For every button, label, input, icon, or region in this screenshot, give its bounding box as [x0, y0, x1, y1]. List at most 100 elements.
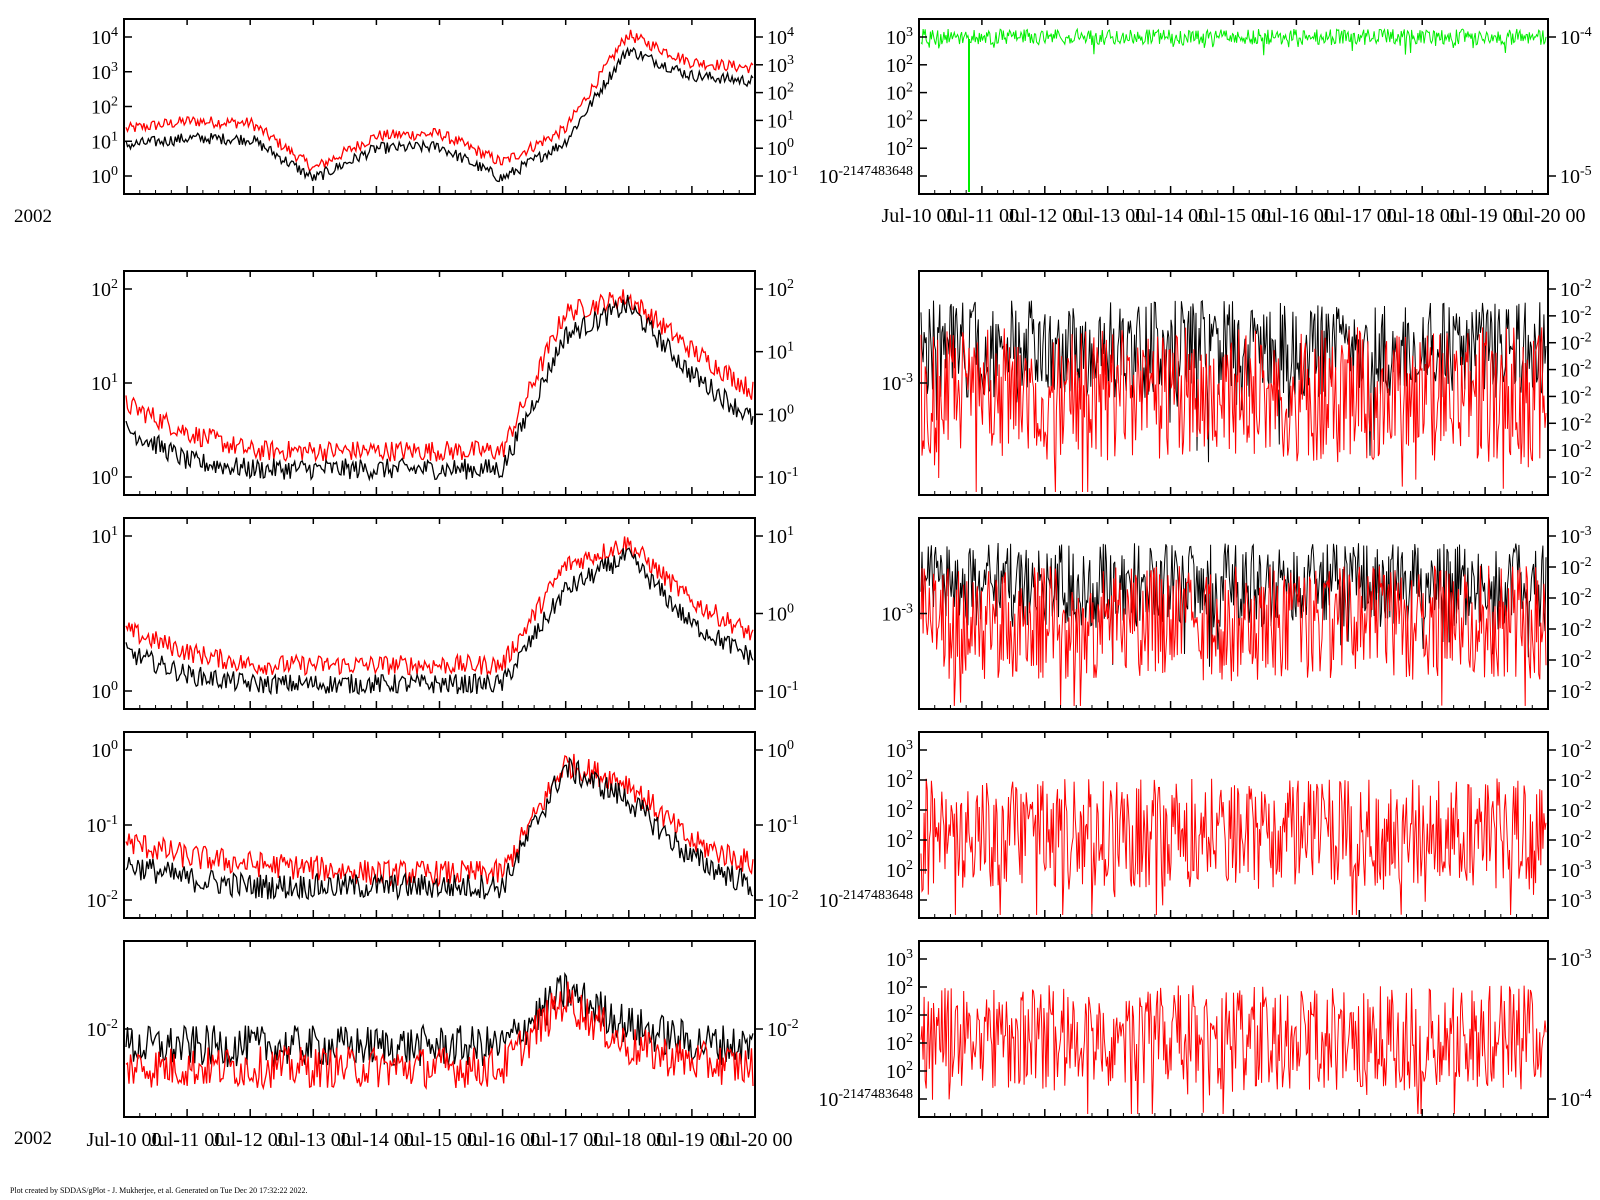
panel-left-3-ytick-label-left: 100: [91, 679, 118, 703]
panel-left-1-ytick-label-right: 100: [767, 136, 794, 160]
panel-right-5-ytick-label-left: 10-2147483648: [818, 1087, 913, 1111]
panel-left-1-frame: [123, 18, 756, 195]
panel-left-5-frame: [123, 940, 756, 1118]
x-tick-label-right: Jul-17 00: [1322, 205, 1397, 227]
footer-credit: Plot created by SDDAS/gPlot - J. Mukherj…: [10, 1186, 308, 1195]
panel-right-4-series-0: [920, 778, 1547, 916]
x-tick-label-left: Jul-11 00: [150, 1129, 224, 1151]
panel-left-4-series-1: [125, 756, 754, 901]
panel-left-4-ytick-label-left: 10-1: [86, 813, 118, 837]
panel-right-4-ytick-label-left: 102: [886, 828, 913, 852]
panel-right-4-ytick-label-right: 10-2: [1560, 768, 1592, 792]
x-tick-label-left: Jul-14 00: [339, 1129, 414, 1151]
panel-right-2-ytick-label-right: 10-2: [1560, 277, 1592, 301]
panel-left-4-ytick-label-right: 10-1: [767, 813, 799, 837]
panel-right-1-ytick-label-left: 102: [886, 53, 913, 77]
panel-left-3-series-1: [125, 547, 754, 696]
panel-right-2-ytick-label-right: 10-2: [1560, 411, 1592, 435]
panel-left-1-series-1: [125, 46, 754, 183]
panel-right-2-ytick-label-right: 10-2: [1560, 331, 1592, 355]
panel-left-1-ytick-label-right: 101: [767, 108, 794, 132]
panel-right-5-ytick-label-left: 102: [886, 1059, 913, 1083]
panel-right-1-ytick-label-left: 102: [886, 108, 913, 132]
panel-left-2-series-0: [125, 289, 754, 463]
panel-right-4-ytick-label-right: 10-2: [1560, 738, 1592, 762]
x-tick-label-left: Jul-20 00: [718, 1129, 793, 1151]
panel-right-2-ytick-label-right: 10-2: [1560, 304, 1592, 328]
panel-right-3-ytick-label-right: 10-3: [1560, 524, 1592, 548]
panel-left-2-ytick-label-right: 102: [767, 277, 794, 301]
x-tick-label-left: Jul-12 00: [213, 1129, 288, 1151]
panel-right-2-ytick-label-right: 10-2: [1560, 438, 1592, 462]
panel-right-2-ytick-label-left: 10-3: [881, 371, 913, 395]
panel-right-5-ytick-label-left: 103: [886, 947, 913, 971]
panel-left-2-ytick-label-left: 102: [91, 277, 118, 301]
x-tick-label-right: Jul-12 00: [1007, 205, 1082, 227]
panel-left-5-ytick-label-left: 10-2: [86, 1017, 118, 1041]
panel-right-2-ytick-label-right: 10-2: [1560, 384, 1592, 408]
panel-left-4-series-0: [125, 753, 754, 889]
panel-right-5-ytick-label-right: 10-3: [1560, 947, 1592, 971]
x-tick-label-right: Jul-13 00: [1070, 205, 1145, 227]
panel-right-3-ytick-label-right: 10-2: [1560, 617, 1592, 641]
panel-right-1-ytick-label-left: 10-2147483648: [818, 164, 913, 188]
year-label-top: 2002: [14, 206, 52, 227]
panel-right-5-ytick-label-left: 102: [886, 975, 913, 999]
x-tick-label-left: Jul-17 00: [528, 1129, 603, 1151]
panel-right-2-series-1: [920, 327, 1547, 493]
panel-left-2-ytick-label-right: 10-1: [767, 465, 799, 489]
panel-left-1-ytick-label-right: 10-1: [767, 164, 799, 188]
panel-left-2-series-1: [125, 294, 754, 482]
panel-right-4-ytick-label-left: 102: [886, 768, 913, 792]
x-tick-label-right: Jul-16 00: [1259, 205, 1334, 227]
panel-left-3-frame: [123, 517, 756, 710]
x-tick-label-left: Jul-10 00: [87, 1129, 162, 1151]
panel-left-1-ytick-label-left: 102: [91, 95, 118, 119]
panel-right-3-ytick-label-right: 10-2: [1560, 648, 1592, 672]
panel-left-1-ytick-label-left: 104: [91, 25, 118, 49]
panel-left-3-series-0: [125, 536, 754, 677]
panel-right-3-series-0: [920, 542, 1547, 667]
panel-left-1-ytick-label-right: 102: [767, 81, 794, 105]
x-tick-label-right: Jul-20 00: [1511, 205, 1586, 227]
panel-left-1-ytick-label-left: 100: [91, 164, 118, 188]
x-tick-label-left: Jul-18 00: [591, 1129, 666, 1151]
panel-right-4-ytick-label-left: 103: [886, 738, 913, 762]
x-tick-label-right: Jul-14 00: [1133, 205, 1208, 227]
panel-right-1-ytick-label-left: 102: [886, 81, 913, 105]
panel-left-5-series-1: [125, 981, 754, 1091]
x-tick-label-right: Jul-15 00: [1196, 205, 1271, 227]
year-label-bottom: 2002: [14, 1128, 52, 1149]
panel-left-2-ytick-label-left: 101: [91, 371, 118, 395]
x-tick-label-left: Jul-13 00: [276, 1129, 351, 1151]
x-tick-label-right: Jul-18 00: [1385, 205, 1460, 227]
panel-left-4-ytick-label-left: 10-2: [86, 888, 118, 912]
panel-left-2-frame: [123, 270, 756, 496]
panel-right-4-ytick-label-right: 10-2: [1560, 798, 1592, 822]
panel-right-2-ytick-label-right: 10-2: [1560, 465, 1592, 489]
panel-right-5-series-0: [920, 985, 1547, 1115]
panel-left-4-ytick-label-right: 100: [767, 738, 794, 762]
panel-right-5-ytick-label-left: 102: [886, 1031, 913, 1055]
panel-left-4-ytick-label-left: 100: [91, 738, 118, 762]
panel-right-2-ytick-label-right: 10-2: [1560, 358, 1592, 382]
panel-right-3-series-1: [920, 565, 1547, 707]
panel-left-2-ytick-label-right: 100: [767, 402, 794, 426]
panel-right-1-series-0: [920, 27, 1547, 56]
panel-right-4-ytick-label-left: 10-2147483648: [818, 888, 913, 912]
panel-left-3-ytick-label-left: 101: [91, 524, 118, 548]
x-tick-label-right: Jul-19 00: [1448, 205, 1523, 227]
x-tick-label-right: Jul-11 00: [945, 205, 1019, 227]
panel-right-4-ytick-label-right: 10-2: [1560, 828, 1592, 852]
panel-left-2-ytick-label-left: 100: [91, 465, 118, 489]
x-tick-label-left: Jul-16 00: [465, 1129, 540, 1151]
panel-left-2-ytick-label-right: 101: [767, 340, 794, 364]
panel-right-1-ytick-label-right: 10-4: [1560, 25, 1592, 49]
panel-right-4-ytick-label-right: 10-3: [1560, 858, 1592, 882]
panel-right-4-ytick-label-left: 102: [886, 798, 913, 822]
panel-right-4-ytick-label-left: 102: [886, 858, 913, 882]
panel-right-5-ytick-label-right: 10-4: [1560, 1087, 1592, 1111]
panel-left-1-ytick-label-left: 101: [91, 129, 118, 153]
panel-right-4-ytick-label-right: 10-3: [1560, 888, 1592, 912]
